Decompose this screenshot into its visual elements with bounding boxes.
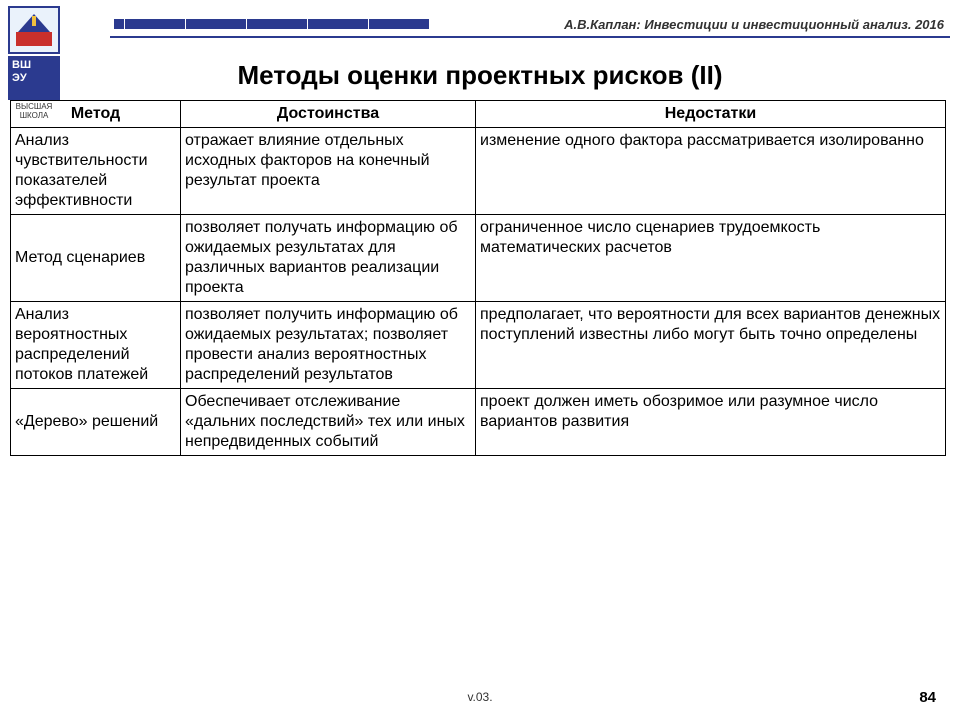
- cell-advantages: отражает влияние отдельных исходных факт…: [181, 128, 476, 215]
- cell-disadvantages: изменение одного фактора рассматривается…: [476, 128, 946, 215]
- table-header-row: Метод Достоинства Недостатки: [11, 101, 946, 128]
- header-underline: [110, 36, 950, 38]
- footer-version: v.03.: [0, 690, 960, 704]
- col-header-method: Метод: [11, 101, 181, 128]
- cell-disadvantages: ограниченное число сценариев трудоемкост…: [476, 215, 946, 302]
- cell-method: Метод сценариев: [11, 215, 181, 302]
- table-row: Метод сценариев позволяет получать инфор…: [11, 215, 946, 302]
- col-header-disadvantages: Недостатки: [476, 101, 946, 128]
- top-rule: [114, 19, 429, 29]
- cell-disadvantages: проект должен иметь обозримое или разумн…: [476, 389, 946, 456]
- cell-disadvantages: предполагает, что вероятности для всех в…: [476, 302, 946, 389]
- cell-method: «Дерево» решений: [11, 389, 181, 456]
- cell-method: Анализ чувствительности показателей эффе…: [11, 128, 181, 215]
- cell-advantages: позволяет получать информацию об ожидаем…: [181, 215, 476, 302]
- col-header-advantages: Достоинства: [181, 101, 476, 128]
- slide-title: Методы оценки проектных рисков (II): [0, 60, 960, 91]
- table-row: Анализ чувствительности показателей эффе…: [11, 128, 946, 215]
- top-bar: А.В.Каплан: Инвестиции и инвестиционный …: [10, 10, 950, 38]
- methods-table: Метод Достоинства Недостатки Анализ чувс…: [10, 100, 946, 456]
- methods-table-wrap: Метод Достоинства Недостатки Анализ чувс…: [10, 100, 946, 456]
- cell-method: Анализ вероятностных распределений поток…: [11, 302, 181, 389]
- cell-advantages: Обеспечивает отслеживание «дальних после…: [181, 389, 476, 456]
- table-row: Анализ вероятностных распределений поток…: [11, 302, 946, 389]
- footer-page: 84: [919, 689, 936, 706]
- cell-advantages: позволяет получить информацию об ожидаем…: [181, 302, 476, 389]
- header-text: А.В.Каплан: Инвестиции и инвестиционный …: [564, 17, 944, 32]
- table-row: «Дерево» решений Обеспечивает отслеживан…: [11, 389, 946, 456]
